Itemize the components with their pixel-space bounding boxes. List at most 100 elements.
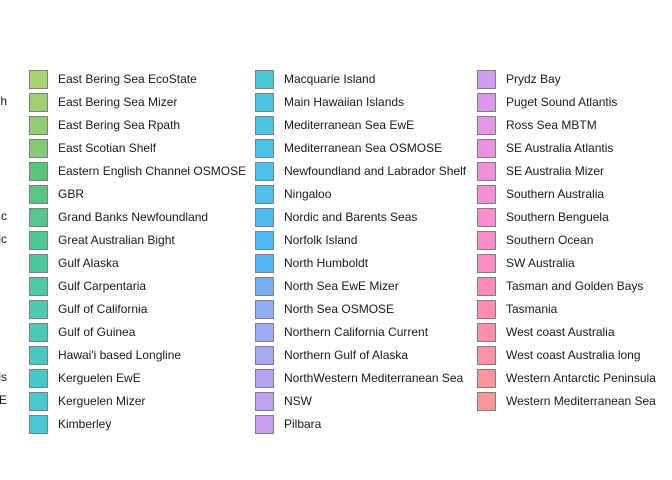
legend-label: NorthWestern Mediterranean Sea [284, 371, 464, 385]
legend-item: SE Australia Atlantis [477, 137, 613, 159]
legend-swatch [255, 322, 274, 342]
legend-swatch [255, 345, 274, 365]
legend-swatch [255, 161, 274, 181]
legend-label: Kimberley [58, 417, 112, 431]
legend-label: Puget Sound Atlantis [506, 95, 618, 109]
legend-label: North Sea OSMOSE [284, 302, 395, 316]
legend-swatch [477, 161, 496, 181]
legend-swatch [477, 184, 496, 204]
legend-swatch [29, 345, 48, 365]
legend-label: Great Australian Bight [58, 233, 175, 247]
legend-swatch [477, 345, 496, 365]
legend-label: SW Australia [506, 256, 575, 270]
legend-item: East Scotian Shelf [29, 137, 156, 159]
legend-item: West coast Australia [477, 321, 615, 343]
legend-item: Gulf Carpentaria [29, 275, 146, 297]
legend-item: Main Hawaiian Islands [255, 91, 404, 113]
legend-label: Mediterranean Sea OSMOSE [284, 141, 443, 155]
legend-label: Main Hawaiian Islands [284, 95, 405, 109]
legend-item: North Humboldt [255, 252, 368, 274]
legend-swatch [29, 92, 48, 112]
legend-swatch [29, 391, 48, 411]
legend-label: Gulf of California [58, 302, 148, 316]
legend-item: Newfoundland and Labrador Shelf [255, 160, 466, 182]
legend-item: Western Antarctic Peninsula [477, 367, 656, 389]
legend-item: East Bering Sea EcoState [29, 68, 197, 90]
legend-item: Gulf Alaska [29, 252, 119, 274]
legend-label: East Bering Sea Rpath [58, 118, 181, 132]
legend-label: Kerguelen Mizer [58, 394, 146, 408]
legend-swatch [477, 299, 496, 319]
legend-swatch [255, 391, 274, 411]
legend-label: Southern Ocean [506, 233, 594, 247]
legend-swatch [29, 161, 48, 181]
legend-swatch [255, 299, 274, 319]
legend-item: Mediterranean Sea EwE [255, 114, 414, 136]
legend-item: Kerguelen Mizer [29, 390, 145, 412]
legend-item: Gulf of California [29, 298, 147, 320]
legend-swatch [29, 299, 48, 319]
legend-item: Ross Sea MBTM [477, 114, 597, 136]
legend-label: Western Mediterranean Sea [506, 394, 656, 408]
legend-label: North Humboldt [284, 256, 369, 270]
legend-item: NorthWestern Mediterranean Sea [255, 367, 463, 389]
legend-item: Tasmania [477, 298, 557, 320]
legend-swatch [29, 230, 48, 250]
legend-label: West coast Australia [506, 325, 615, 339]
legend-swatch [255, 207, 274, 227]
legend-label: Nordic and Barents Seas [284, 210, 418, 224]
legend-label: Macquarie Island [284, 72, 376, 86]
legend-label: East Bering Sea EcoState [58, 72, 197, 86]
legend-label: Kerguelen EwE [58, 371, 141, 385]
legend-swatch [477, 368, 496, 388]
legend-swatch [29, 253, 48, 273]
legend-swatch [477, 253, 496, 273]
legend-item: GBR [29, 183, 84, 205]
legend-swatch [29, 276, 48, 296]
legend-item: Mediterranean Sea OSMOSE [255, 137, 442, 159]
legend-swatch [255, 253, 274, 273]
legend-label: Southern Benguela [506, 210, 609, 224]
legend-label: Ningaloo [284, 187, 332, 201]
legend-swatch [477, 276, 496, 296]
legend-swatch [29, 322, 48, 342]
legend-swatch [255, 92, 274, 112]
legend-item: Gulf of Guinea [29, 321, 135, 343]
legend-swatch [29, 115, 48, 135]
legend-item: North Sea EwE Mizer [255, 275, 399, 297]
legend-label: Northern California Current [284, 325, 429, 339]
legend-item: Ningaloo [255, 183, 331, 205]
legend-item: Southern Benguela [477, 206, 609, 228]
legend-swatch [477, 69, 496, 89]
legend-item: Great Australian Bight [29, 229, 175, 251]
legend-swatch [255, 368, 274, 388]
legend-label: Gulf Carpentaria [58, 279, 147, 293]
legend-swatch [255, 115, 274, 135]
legend-item: Southern Australia [477, 183, 604, 205]
legend-label: East Scotian Shelf [58, 141, 157, 155]
legend-item: Grand Banks Newfoundland [29, 206, 208, 228]
clipped-legend-label: sh [0, 94, 7, 108]
legend-swatch [255, 184, 274, 204]
legend-label: Southern Australia [506, 187, 605, 201]
legend-swatch [255, 230, 274, 250]
legend-item: Southern Ocean [477, 229, 593, 251]
legend-swatch [255, 276, 274, 296]
legend-item: Eastern English Channel OSMOSE [29, 160, 246, 182]
legend-label: Ross Sea MBTM [506, 118, 597, 132]
legend-label: GBR [58, 187, 85, 201]
legend-item: SE Australia Mizer [477, 160, 604, 182]
legend-swatch [477, 138, 496, 158]
legend-item: SW Australia [477, 252, 575, 274]
legend-swatch [29, 184, 48, 204]
legend-item: Nordic and Barents Seas [255, 206, 417, 228]
legend-label: Hawai'i based Longline [58, 348, 182, 362]
legend-label: Norfolk Island [284, 233, 358, 247]
legend-item: Norfolk Island [255, 229, 357, 251]
legend-item: Hawai'i based Longline [29, 344, 181, 366]
legend-swatch [29, 69, 48, 89]
legend-label: Tasmania [506, 302, 558, 316]
legend-label: Grand Banks Newfoundland [58, 210, 209, 224]
legend-label: Newfoundland and Labrador Shelf [284, 164, 467, 178]
